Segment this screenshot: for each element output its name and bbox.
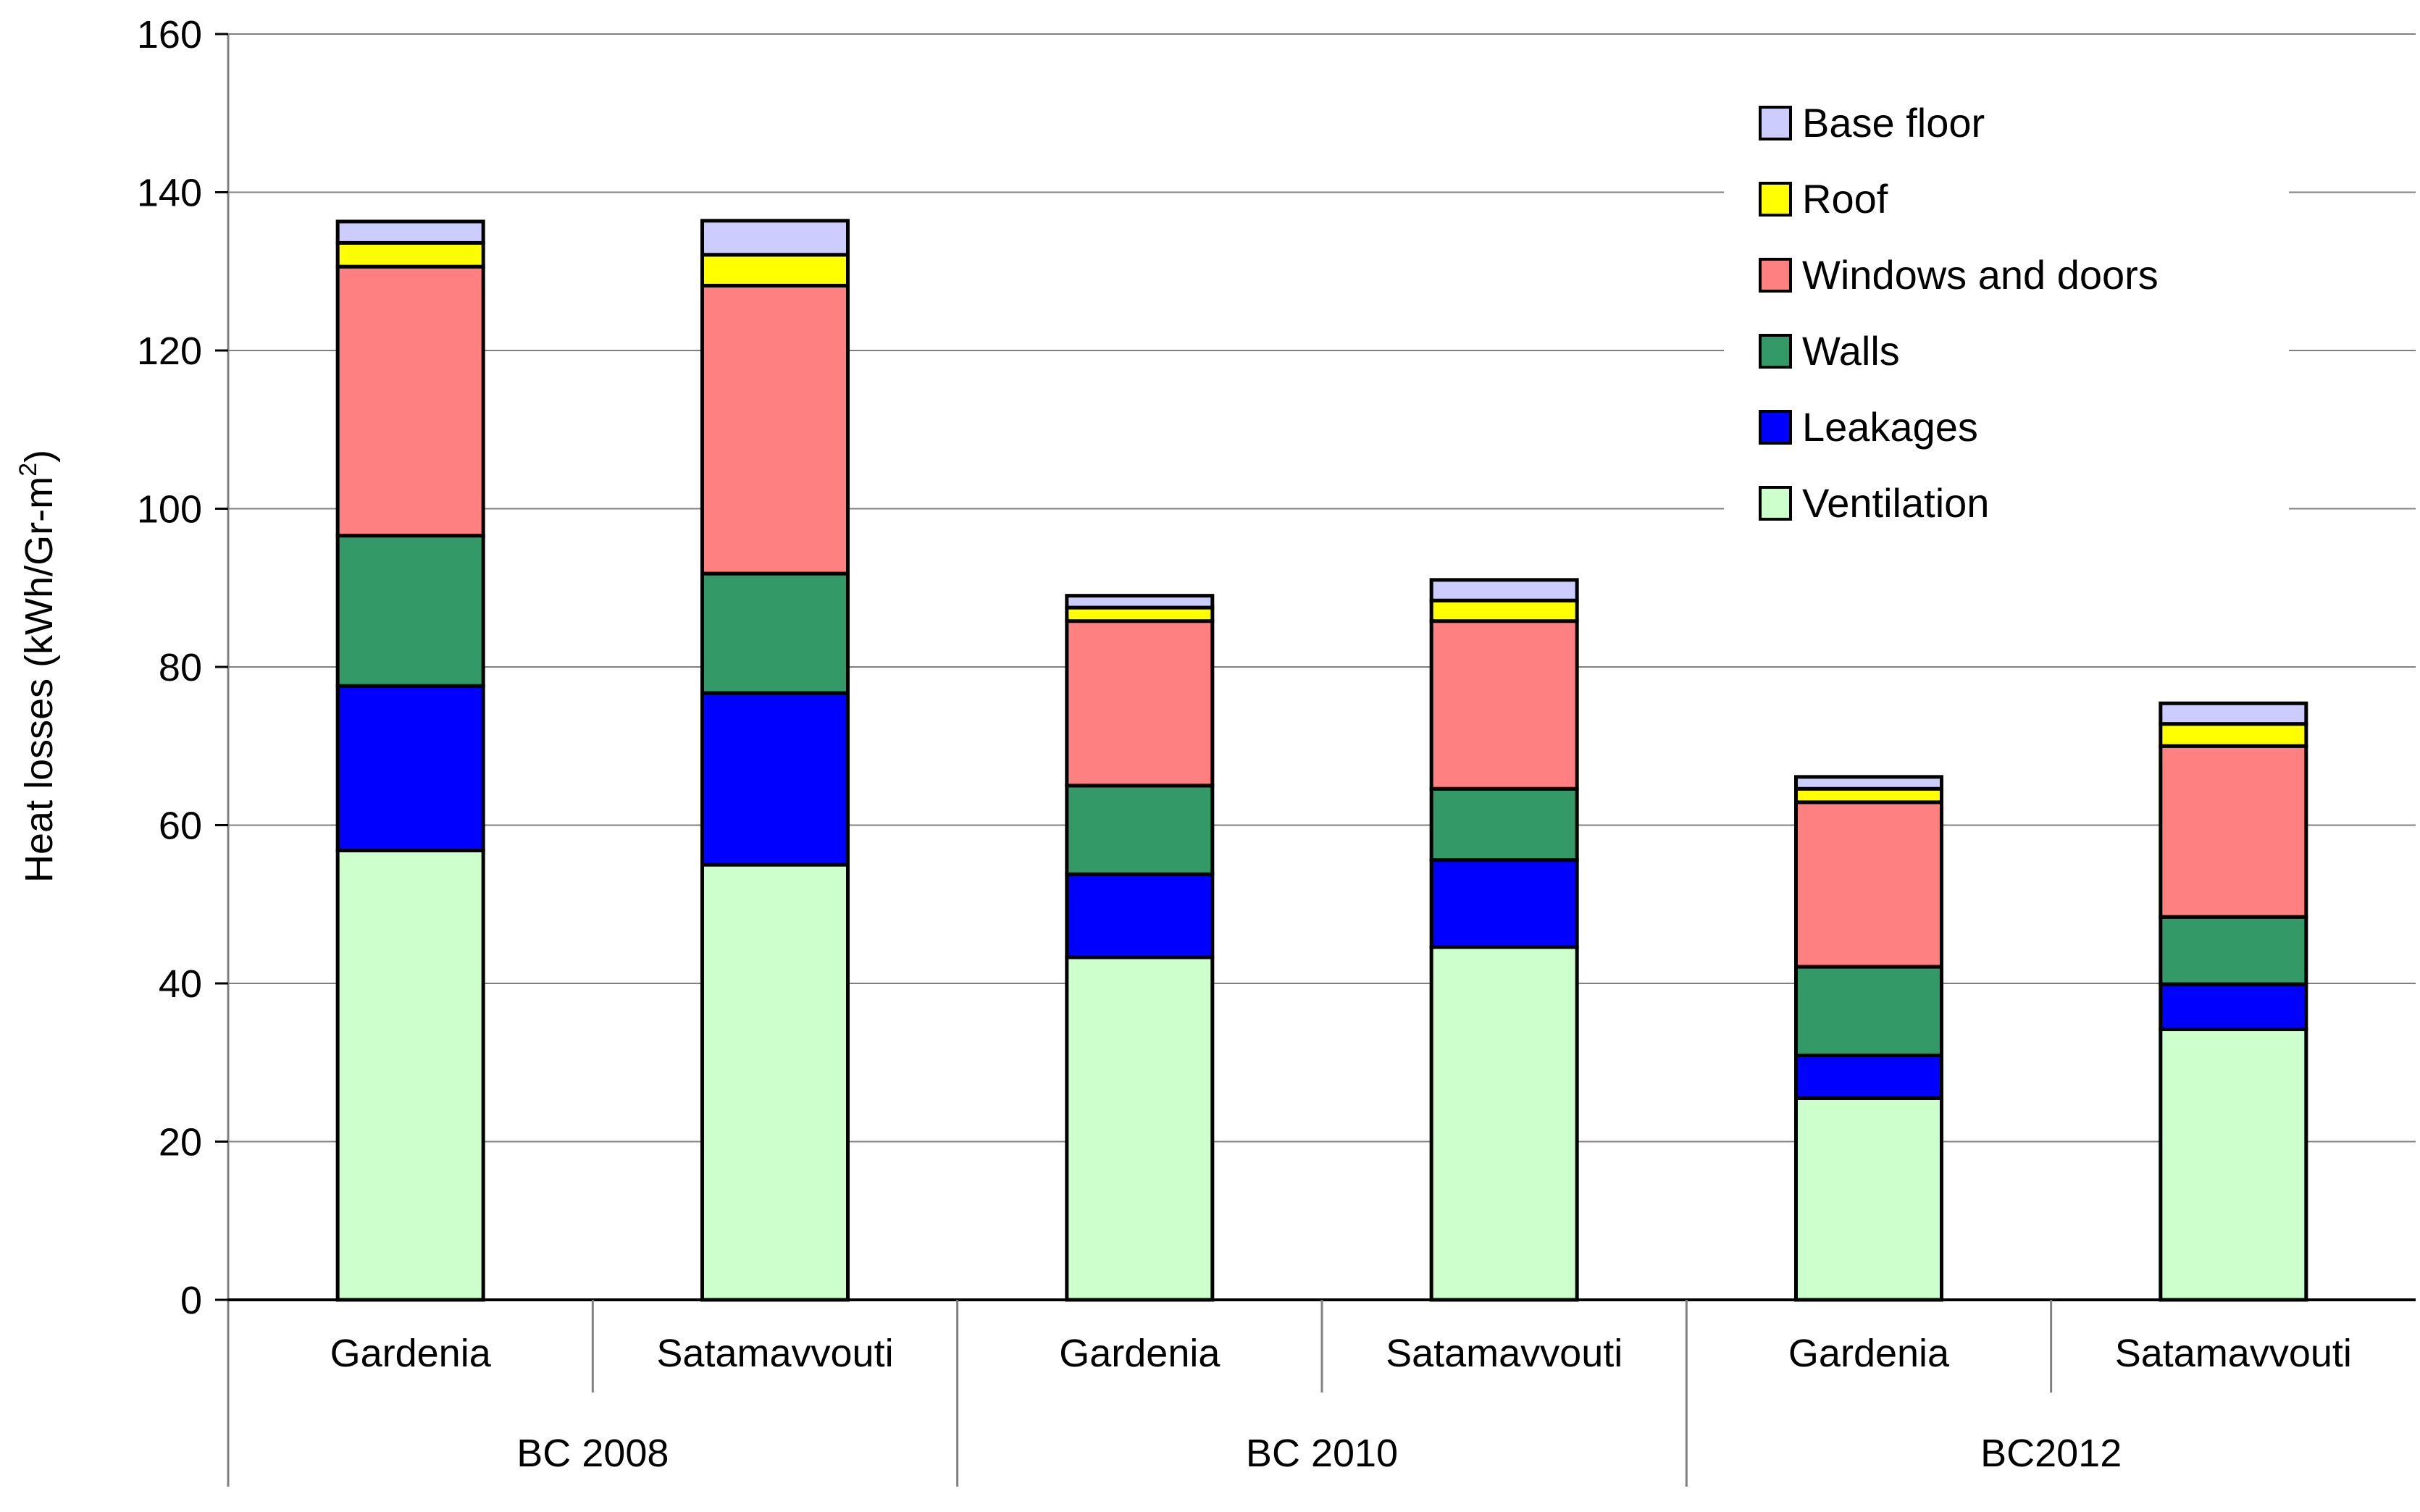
bar-segment <box>1429 598 1579 623</box>
axes: 0 20 40 60 80 100 120 140 160 Gardenia Satamavvout… <box>137 13 2416 1487</box>
legend-label: Base floor <box>1802 100 1985 146</box>
bar-segment <box>700 219 850 257</box>
x-category-label: Satamavvouti <box>1386 1332 1623 1375</box>
bar-segment <box>335 264 485 538</box>
y-tick-label: 160 <box>137 13 202 56</box>
bar-segment <box>1065 619 1215 788</box>
bar-segment <box>700 571 850 695</box>
bar-segment <box>2159 982 2308 1031</box>
bar-segment <box>335 219 485 245</box>
bar-segment <box>1429 619 1579 791</box>
bar-segment <box>700 691 850 867</box>
bar-segment <box>2159 744 2308 919</box>
x-category-label: Gardenia <box>1788 1332 1950 1375</box>
bar-segment <box>1429 786 1579 862</box>
bar-segment <box>1794 965 1943 1057</box>
bar-segment <box>1429 578 1579 602</box>
bar-segment <box>700 862 850 1302</box>
legend-swatch <box>1759 182 1792 217</box>
bars <box>335 219 2308 1302</box>
bar-segment <box>1065 955 1215 1302</box>
y-tick-label: 140 <box>137 172 202 215</box>
legend-label: Walls <box>1802 328 1900 374</box>
bar-segment <box>335 848 485 1302</box>
y-tick-label: 20 <box>159 1121 202 1164</box>
x-group-label: BC 2008 <box>516 1432 669 1475</box>
bar-segment <box>1794 775 1943 791</box>
bar-segment <box>1794 786 1943 805</box>
legend-label: Ventilation <box>1802 480 1989 526</box>
bar-segment <box>335 240 485 269</box>
bar-segment <box>1065 784 1215 876</box>
legend-swatch <box>1759 334 1792 369</box>
bar-segment <box>1065 605 1215 623</box>
legend-label: Roof <box>1802 176 1888 222</box>
bar-segment <box>1429 945 1579 1302</box>
bar-segment <box>1794 1096 1943 1302</box>
x-group-label: BC2012 <box>1980 1432 2122 1475</box>
legend-swatch <box>1759 410 1792 445</box>
gridlines <box>228 33 2416 1143</box>
bar-segment <box>700 283 850 576</box>
bar-segment <box>335 534 485 688</box>
y-tick-label: 100 <box>137 488 202 532</box>
legend-swatch <box>1759 486 1792 521</box>
y-tick-label: 40 <box>159 962 202 1006</box>
bar-segment <box>2159 722 2308 748</box>
y-tick-label: 60 <box>159 805 202 848</box>
y-tick-label: 80 <box>159 646 202 689</box>
y-axis-title: Heat losses (kWh/Gr-m2) <box>14 450 61 883</box>
bar-segment <box>1065 872 1215 959</box>
x-category-label: Satamavvouti <box>2115 1332 2352 1375</box>
legend-label: Leakages <box>1802 404 1978 450</box>
legend-swatch <box>1759 106 1792 140</box>
legend-background <box>1724 72 2289 536</box>
legend: Base floor Roof Windows and doors Walls Leak… <box>1724 72 2289 536</box>
x-category-label: Satamavvouti <box>656 1332 893 1375</box>
legend-label: Windows and doors <box>1802 252 2159 298</box>
legend-swatch <box>1759 258 1792 293</box>
bar-segment <box>2159 701 2308 726</box>
y-tick-label: 0 <box>180 1279 202 1322</box>
x-category-label: Gardenia <box>330 1332 492 1375</box>
bar-segment <box>1794 1053 1943 1100</box>
x-group-label: BC 2010 <box>1246 1432 1398 1475</box>
x-category-label: Gardenia <box>1059 1332 1221 1375</box>
bar-segment <box>1794 800 1943 969</box>
bar-segment <box>1065 594 1215 610</box>
bar-segment <box>335 684 485 852</box>
bar-segment <box>2159 915 2308 986</box>
bar-segment <box>1429 858 1579 949</box>
bar-segment <box>2159 1027 2308 1302</box>
bar-segment <box>700 253 850 287</box>
y-tick-label: 120 <box>137 329 202 373</box>
